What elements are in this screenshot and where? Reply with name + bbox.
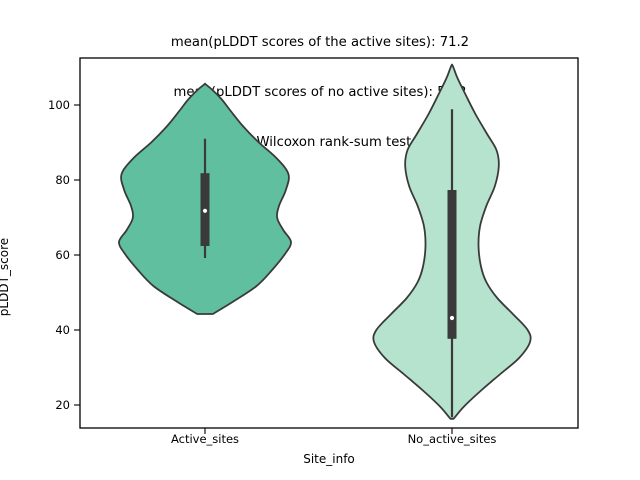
x-tick-label-active-sites: Active_sites [170, 432, 240, 446]
x-tick-label-no-active-sites: No_active_sites [407, 432, 497, 446]
median-dot-active-sites [202, 208, 208, 213]
axis-ticks [74, 104, 453, 434]
y-tick-label-100: 100 [48, 98, 70, 112]
y-tick-label-20: 20 [55, 398, 70, 412]
y-tick-label-60: 60 [55, 248, 70, 262]
axes-frame [79, 57, 579, 429]
title-line-1: mean(pLDDT scores of the active sites): … [170, 35, 470, 51]
violin-series-group [118, 63, 532, 420]
median-dot-no-active-sites [449, 315, 455, 321]
x-axis-label: Site_info [303, 452, 355, 466]
iqr-box-no-active-sites [447, 190, 457, 339]
y-tick-label-40: 40 [55, 323, 70, 337]
y-tick-label-80: 80 [55, 173, 70, 187]
